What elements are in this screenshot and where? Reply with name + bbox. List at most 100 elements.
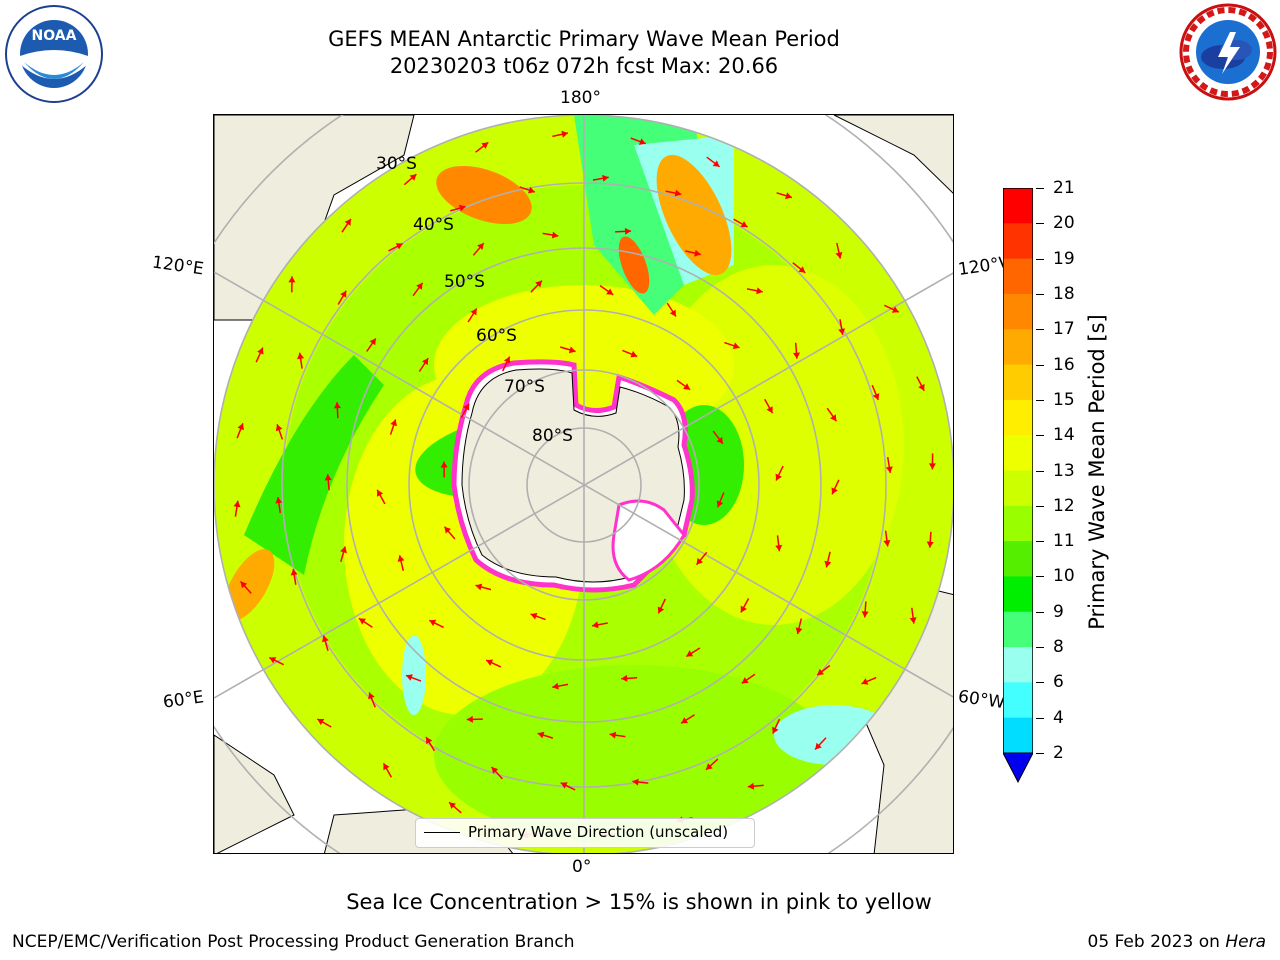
lon-label-0: 0° xyxy=(572,857,592,877)
colorbar-segment xyxy=(1003,505,1033,542)
wave-arrow-head xyxy=(740,605,747,613)
wave-arrow-head xyxy=(657,606,665,614)
wave-arrow-head xyxy=(369,338,376,346)
wave-arrow-head xyxy=(609,731,617,739)
colorbar-label: Primary Wave Mean Period [s] xyxy=(1085,314,1109,630)
wave-arrow-head xyxy=(397,555,405,562)
lon-label-120e: 120°E xyxy=(150,252,205,280)
wave-arrow-head xyxy=(592,621,599,629)
wave-arrow-head xyxy=(785,192,792,200)
colorbar-tick xyxy=(1036,541,1044,543)
wave-arrow-head xyxy=(390,419,397,427)
machine-name: Hera xyxy=(1225,932,1266,952)
colorbar-tick xyxy=(1036,364,1044,366)
chart-subtitle: 20230203 t06z 072h fcst Max: 20.66 xyxy=(389,54,779,78)
wave-arrow-head xyxy=(333,402,341,409)
wave-arrow-head xyxy=(747,782,755,790)
colorbar-tick xyxy=(1036,470,1044,472)
wave-period-field xyxy=(214,115,953,853)
colorbar-tick xyxy=(1036,329,1044,331)
wave-arrow-head xyxy=(395,243,403,250)
run-date-text: 05 Feb 2023 on xyxy=(1087,932,1220,952)
colorbar-tick-label: 18 xyxy=(1053,283,1075,304)
wave-arrow-head xyxy=(288,276,296,283)
wave-arrow-head xyxy=(830,414,837,422)
colorbar-segment xyxy=(1003,364,1033,401)
colorbar-segment xyxy=(1003,682,1033,719)
lon-label-60w: 60°W xyxy=(956,686,1007,714)
wave-arrow-head xyxy=(257,347,264,355)
wave-arrow-head xyxy=(606,288,614,295)
wave-arrow-head xyxy=(317,719,325,726)
lon-label-60e: 60°E xyxy=(161,687,206,713)
wave-arrow-head xyxy=(297,352,305,360)
antarctica xyxy=(451,359,695,593)
colorbar-tick-label: 6 xyxy=(1053,672,1064,693)
legend-line-swatch xyxy=(424,832,460,833)
wave-arrow-head xyxy=(269,657,277,664)
wave-arrow-head xyxy=(340,546,347,554)
wave-arrow-head xyxy=(712,160,720,167)
wave-arrow-head xyxy=(638,138,646,145)
noaa-logo: NOAA xyxy=(4,4,104,104)
colorbar-segment xyxy=(1003,435,1033,471)
wave-arrow-head xyxy=(340,290,347,298)
lat-label-80s: 80°S xyxy=(532,426,573,446)
colorbar-tick xyxy=(1036,505,1044,507)
wave-arrow-head xyxy=(918,383,925,391)
wave-arrow-head xyxy=(775,544,783,552)
wave-arrow-head xyxy=(817,668,824,676)
wave-arrow-head xyxy=(440,461,448,468)
wave-arrow-head xyxy=(732,342,740,350)
nws-logo xyxy=(1178,2,1278,102)
map-panel: 30°S 40°S 50°S 60°S 70°S 80°S xyxy=(213,114,954,854)
wave-arrow-head xyxy=(321,635,329,643)
colorbar-segment xyxy=(1003,717,1033,754)
wave-arrow-head xyxy=(449,802,456,809)
wave-arrow-head xyxy=(835,252,843,259)
wave-arrow-head xyxy=(705,763,713,770)
wave-arrow-head xyxy=(377,489,384,497)
colorbar-segment xyxy=(1003,329,1033,366)
colorbar xyxy=(1002,187,1034,784)
wave-arrow-head xyxy=(503,356,511,364)
colorbar-tick xyxy=(1036,399,1044,401)
colorbar-segment xyxy=(1003,576,1033,613)
longitude-gridlines xyxy=(214,115,953,853)
wave-arrow-head xyxy=(694,249,701,257)
wave-arrow-head xyxy=(560,782,568,789)
wave-arrow-head xyxy=(798,266,806,273)
colorbar-tick-label: 15 xyxy=(1053,389,1075,410)
wave-arrow-head xyxy=(630,350,638,358)
colorbar-segment xyxy=(1003,647,1033,683)
lat-label-50s: 50°S xyxy=(444,272,485,292)
wave-arrow-head xyxy=(383,763,390,771)
lat-label-70s: 70°S xyxy=(504,377,545,397)
colorbar-tick-label: 2 xyxy=(1053,743,1064,763)
wave-arrow-head xyxy=(831,487,838,495)
wave-arrow-head xyxy=(861,678,869,685)
wave-arrow-head xyxy=(686,650,694,657)
colorbar-tick-label: 10 xyxy=(1053,566,1075,587)
wave-arrow-head xyxy=(696,557,703,565)
colorbar-tick-label: 19 xyxy=(1053,248,1075,269)
wave-arrow-head xyxy=(795,627,803,634)
colorbar-segment xyxy=(1003,188,1033,224)
wave-arrow-head xyxy=(891,306,899,313)
wave-arrow-head xyxy=(602,174,609,182)
colorbar-tick xyxy=(1036,258,1044,260)
colorbar-tick xyxy=(1036,611,1044,613)
noaa-logo-text: NOAA xyxy=(32,28,77,44)
wave-arrow-head xyxy=(463,403,470,411)
wave-arrow-head xyxy=(815,742,822,750)
colorbar-tick xyxy=(1036,647,1044,649)
wave-arrow-head xyxy=(928,463,936,470)
wave-arrow-head xyxy=(491,767,499,774)
colorbar-tick-label: 17 xyxy=(1053,319,1075,340)
wave-arrow-head xyxy=(883,540,891,547)
wave-arrow-head xyxy=(409,174,417,181)
wave-arrow-head xyxy=(275,424,283,432)
wave-arrow-head xyxy=(740,221,748,228)
wave-arrow-head xyxy=(275,497,283,504)
wave-arrow-head xyxy=(674,189,682,197)
